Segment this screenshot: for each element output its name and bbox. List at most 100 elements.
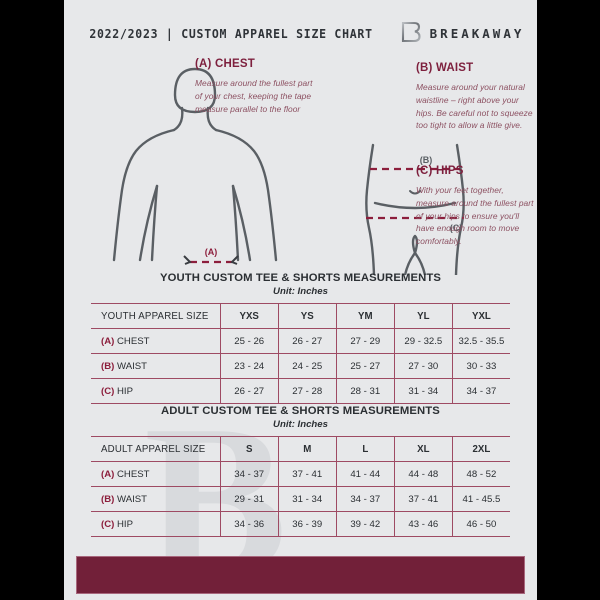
hip-crease (373, 201, 457, 210)
table-row: (A) CHEST 25 - 26 26 - 27 27 - 29 29 - 3… (91, 328, 510, 354)
table-row: (C) HIP 34 - 36 36 - 39 39 - 42 43 - 46 … (91, 511, 510, 537)
lower-left-outline (365, 143, 376, 275)
right-inner-arm (231, 184, 252, 262)
left-arm-outer (112, 128, 176, 262)
neck-left (172, 106, 184, 132)
adult-table-unit: Unit: Inches (273, 419, 328, 430)
navel-icon (409, 190, 421, 195)
adult-table-title: ADULT CUSTOM TEE & SHORTS MEASUREMENTS (161, 405, 440, 417)
adult-size-2xl: 2XL (452, 436, 510, 462)
youth-waist-yxs: 23 - 24 (220, 353, 279, 379)
adult-size-m: M (278, 436, 337, 462)
youth-hip-yl: 31 - 34 (394, 378, 453, 404)
adult-waist-2xl: 41 - 45.5 (452, 486, 510, 512)
callout-waist-heading: (B) WAIST (416, 62, 474, 74)
callout-hips-body: With your feet together, measure around … (416, 185, 534, 247)
inner-leg-right (413, 251, 427, 275)
table-row: (B) WAIST 23 - 24 24 - 25 25 - 27 27 - 3… (91, 353, 510, 379)
adult-size-xl: XL (394, 436, 453, 462)
youth-size-label: YOUTH APPAREL SIZE (91, 303, 221, 329)
adult-chest-xl: 44 - 48 (394, 461, 453, 487)
right-arm-outer (214, 128, 278, 262)
adult-row-hip-label: (C) HIP (91, 511, 221, 537)
youth-hip-ys: 27 - 28 (278, 378, 337, 404)
lower-right-outline (454, 143, 465, 275)
youth-chest-ym: 27 - 29 (336, 328, 395, 354)
head-shape (173, 67, 217, 114)
youth-size-yxl: YXL (452, 303, 510, 329)
table-row: (A) CHEST 34 - 37 37 - 41 41 - 44 44 - 4… (91, 461, 510, 487)
neck-right (206, 106, 218, 132)
youth-waist-ys: 24 - 25 (278, 353, 337, 379)
youth-row-waist-label: (B) WAIST (91, 353, 221, 379)
breakaway-b-logo-icon (400, 21, 421, 44)
adult-chest-m: 37 - 41 (278, 461, 337, 487)
page-title: 2022/2023 | CUSTOM APPAREL SIZE CHART (88, 25, 373, 41)
youth-chest-yxs: 25 - 26 (220, 328, 279, 354)
measurement-diagram: (A) (B) (C) (A) CHEST Measure around the… (64, 50, 537, 275)
youth-chest-ys: 26 - 27 (278, 328, 337, 354)
adult-chest-2xl: 48 - 52 (452, 461, 510, 487)
adult-size-label: ADULT APPAREL SIZE (91, 436, 221, 462)
adult-waist-s: 29 - 31 (220, 486, 279, 512)
adult-chest-tag: (A) (101, 468, 115, 480)
brand-name: BREAKAWAY (429, 25, 525, 41)
page-header: 2022/2023 | CUSTOM APPAREL SIZE CHART B (64, 14, 537, 52)
adult-chest-l: 41 - 44 (336, 461, 395, 487)
size-chart-panel: B 2022/2023 | CUSTOM APPAREL SIZE CHART (64, 0, 537, 600)
youth-measurements-block: YOUTH CUSTOM TEE & SHORTS MEASUREMENTS U… (91, 272, 510, 404)
youth-chest-yl: 29 - 32.5 (394, 328, 453, 354)
youth-hip-yxl: 34 - 37 (452, 378, 510, 404)
youth-waist-yxl: 30 - 33 (452, 353, 510, 379)
youth-table-unit: Unit: Inches (273, 286, 328, 297)
adult-hip-s: 34 - 36 (220, 511, 279, 537)
adult-hip-2xl: 46 - 50 (452, 511, 510, 537)
chest-marker-label: (A) (205, 247, 218, 257)
callout-waist-body: Measure around your natural waistline – … (416, 82, 533, 131)
youth-waist-yl: 27 - 30 (394, 353, 453, 379)
youth-waist-name: WAIST (117, 360, 148, 372)
callout-waist: (B) WAIST Measure around your natural wa… (416, 62, 534, 132)
callout-chest: (A) CHEST Measure around the fullest par… (195, 58, 317, 115)
adult-row-chest-label: (A) CHEST (91, 461, 221, 487)
table-row: (C) HIP 26 - 27 27 - 28 28 - 31 31 - 34 … (91, 378, 510, 404)
adult-hip-l: 39 - 42 (336, 511, 395, 537)
youth-hip-ym: 28 - 31 (336, 378, 395, 404)
youth-row-hip-label: (C) HIP (91, 378, 221, 404)
inner-leg-left (403, 251, 417, 275)
adult-size-l: L (336, 436, 395, 462)
callout-hips-heading: (C) HIPS (416, 165, 464, 177)
youth-table-title: YOUTH CUSTOM TEE & SHORTS MEASUREMENTS (159, 272, 441, 284)
adult-chest-name: CHEST (117, 468, 150, 480)
body-figures-illustration: (A) (B) (C) (112, 67, 465, 275)
callout-chest-body: Measure around the fullest part of your … (195, 78, 313, 114)
left-inner-arm (138, 184, 159, 262)
callout-chest-heading: (A) CHEST (195, 58, 255, 70)
youth-chest-tag: (A) (101, 335, 115, 347)
crotch-detail (411, 234, 419, 255)
youth-header-row: YOUTH APPAREL SIZE YXS YS YM YL YXL (91, 303, 510, 329)
youth-waist-ym: 25 - 27 (336, 353, 395, 379)
adult-waist-name: WAIST (117, 493, 148, 505)
youth-chest-yxl: 32.5 - 35.5 (452, 328, 510, 354)
table-row: (B) WAIST 29 - 31 31 - 34 34 - 37 37 - 4… (91, 486, 510, 512)
adult-hip-tag: (C) (101, 518, 115, 530)
youth-size-ym: YM (336, 303, 395, 329)
adult-header-row: ADULT APPAREL SIZE S M L XL 2XL (91, 436, 510, 462)
youth-size-yxs: YXS (220, 303, 279, 329)
adult-measurements-block: ADULT CUSTOM TEE & SHORTS MEASUREMENTS U… (91, 405, 510, 537)
youth-chest-name: CHEST (117, 335, 150, 347)
adult-size-s: S (220, 436, 279, 462)
youth-hip-yxs: 26 - 27 (220, 378, 279, 404)
adult-row-waist-label: (B) WAIST (91, 486, 221, 512)
adult-waist-m: 31 - 34 (278, 486, 337, 512)
chest-arrow-heads (183, 255, 239, 265)
adult-hip-xl: 43 - 46 (394, 511, 453, 537)
callout-hips: (C) HIPS With your feet together, measur… (416, 165, 534, 248)
youth-row-chest-label: (A) CHEST (91, 328, 221, 354)
adult-measurements-table: ADULT APPAREL SIZE S M L XL 2XL (A) CHES… (91, 436, 510, 537)
adult-chest-s: 34 - 37 (220, 461, 279, 487)
youth-size-yl: YL (394, 303, 453, 329)
adult-waist-l: 34 - 37 (336, 486, 395, 512)
